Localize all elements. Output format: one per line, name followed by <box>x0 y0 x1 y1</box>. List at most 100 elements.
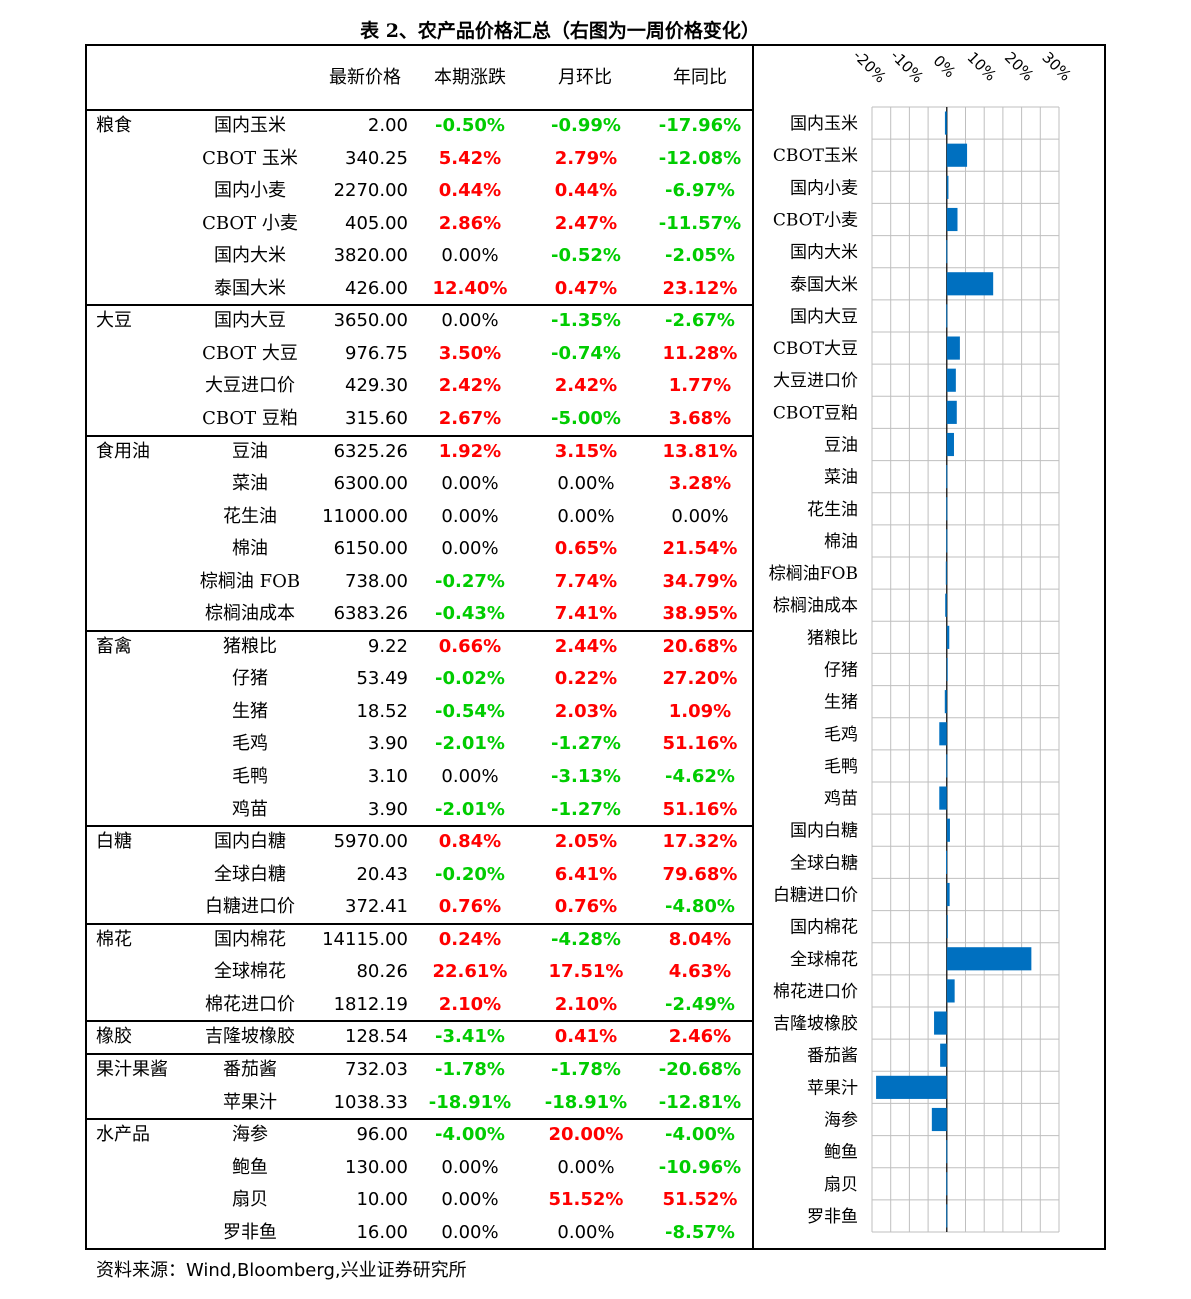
bar <box>946 850 948 874</box>
bar <box>946 625 950 649</box>
column-header: 最新价格 <box>329 67 401 88</box>
month-over-month: 2.03% <box>554 700 618 722</box>
month-over-month: 51.52% <box>548 1189 624 1211</box>
latest-price: 1038.33 <box>333 1091 408 1113</box>
column-header: 月环比 <box>558 67 612 88</box>
latest-price: 3.10 <box>367 766 408 787</box>
item-name: 国内大米 <box>214 245 286 267</box>
bar <box>939 722 947 746</box>
month-over-month: 6.41% <box>554 863 618 885</box>
weekly-change: -2.01% <box>435 798 505 820</box>
category-label: 苹果汁 <box>807 1078 858 1098</box>
category-label: 花生油 <box>807 500 858 520</box>
month-over-month: 0.00% <box>557 1156 615 1178</box>
x-tick-label: -20% <box>849 46 889 86</box>
year-over-year: 34.79% <box>662 570 738 592</box>
latest-price: 3650.00 <box>333 310 408 332</box>
item-name: 仔猪 <box>232 668 268 690</box>
weekly-change: -0.50% <box>435 115 505 136</box>
category-label: 鸡苗 <box>824 789 858 809</box>
bar <box>940 1043 947 1067</box>
latest-price: 5970.00 <box>333 831 408 853</box>
column-header: 本期涨跌 <box>434 67 506 88</box>
bar <box>946 529 948 553</box>
weekly-change: -0.43% <box>435 603 505 625</box>
year-over-year: 13.81% <box>662 440 738 462</box>
category-label: CBOT玉米 <box>773 146 858 166</box>
group-label: 水产品 <box>96 1124 150 1146</box>
month-over-month: 0.41% <box>554 1026 618 1048</box>
latest-price: 9.22 <box>367 635 408 657</box>
item-name: 毛鸭 <box>232 766 268 787</box>
weekly-change: 0.76% <box>438 896 502 918</box>
month-over-month: -0.99% <box>551 115 621 136</box>
weekly-change: -2.01% <box>435 733 505 755</box>
weekly-change: 2.67% <box>438 407 502 429</box>
bar <box>946 207 958 232</box>
item-name: 毛鸡 <box>232 733 268 755</box>
weekly-change: 0.00% <box>441 310 499 332</box>
bar <box>946 336 960 360</box>
bar <box>945 561 947 585</box>
x-tick-label: 10% <box>964 48 1000 84</box>
weekly-change: -18.91% <box>428 1091 512 1113</box>
year-over-year: -2.49% <box>665 993 735 1015</box>
weekly-change: -4.00% <box>435 1124 505 1146</box>
bar <box>946 272 994 296</box>
latest-price: 10.00 <box>356 1189 408 1211</box>
weekly-change: 0.00% <box>441 1189 499 1211</box>
year-over-year: 17.32% <box>662 831 738 853</box>
latest-price: 20.43 <box>356 863 408 885</box>
year-over-year: 21.54% <box>662 538 738 560</box>
item-name: CBOT 豆粕 <box>202 407 298 429</box>
month-over-month: 7.41% <box>554 603 618 625</box>
latest-price: 53.49 <box>356 668 408 690</box>
item-name: 吉隆坡橡胶 <box>205 1026 295 1048</box>
group-divider <box>85 629 752 632</box>
month-over-month: 2.10% <box>554 993 618 1015</box>
group-label: 白糖 <box>96 831 132 853</box>
item-name: 豆油 <box>232 440 268 462</box>
item-name: 全球棉花 <box>214 961 286 983</box>
bar <box>946 432 954 457</box>
latest-price: 732.03 <box>345 1058 408 1080</box>
bar <box>946 947 1032 971</box>
x-tick-label: 0% <box>930 52 960 82</box>
year-over-year: -17.96% <box>658 115 742 136</box>
weekly-change: 2.10% <box>438 993 502 1015</box>
weekly-change: 12.40% <box>432 277 508 299</box>
category-label: 罗非鱼 <box>807 1207 858 1227</box>
item-name: 大豆进口价 <box>205 375 295 397</box>
bar <box>934 1011 947 1035</box>
year-over-year: 11.28% <box>662 342 738 364</box>
category-label: 国内小麦 <box>790 178 858 198</box>
group-divider <box>85 1020 752 1023</box>
group-label: 食用油 <box>96 440 150 462</box>
item-name: 国内白糖 <box>214 831 286 853</box>
year-over-year: 51.16% <box>662 733 738 755</box>
group-divider <box>85 304 752 307</box>
month-over-month: -1.27% <box>551 733 621 755</box>
weekly-change: 0.44% <box>438 180 502 202</box>
year-over-year: 20.68% <box>662 635 738 657</box>
item-name: 棕榈油 FOB <box>199 570 301 592</box>
month-over-month: 20.00% <box>548 1124 624 1146</box>
bar <box>946 915 948 939</box>
category-label: 国内玉米 <box>790 114 858 134</box>
year-over-year: -12.81% <box>658 1091 742 1113</box>
month-over-month: 0.00% <box>557 505 615 527</box>
item-name: 棉花进口价 <box>205 993 295 1015</box>
group-label: 果汁果酱 <box>96 1058 168 1080</box>
month-over-month: 0.47% <box>554 277 618 299</box>
category-label: 棕榈油成本 <box>773 596 858 616</box>
weekly-change: 0.00% <box>441 245 499 267</box>
header-divider <box>85 109 752 111</box>
group-label: 粮食 <box>96 115 132 136</box>
latest-price: 372.41 <box>345 896 408 918</box>
latest-price: 3.90 <box>367 733 408 755</box>
latest-price: 14115.00 <box>322 928 408 950</box>
year-over-year: 4.63% <box>668 961 732 983</box>
month-over-month: 0.65% <box>554 538 618 560</box>
group-divider <box>85 1052 752 1055</box>
